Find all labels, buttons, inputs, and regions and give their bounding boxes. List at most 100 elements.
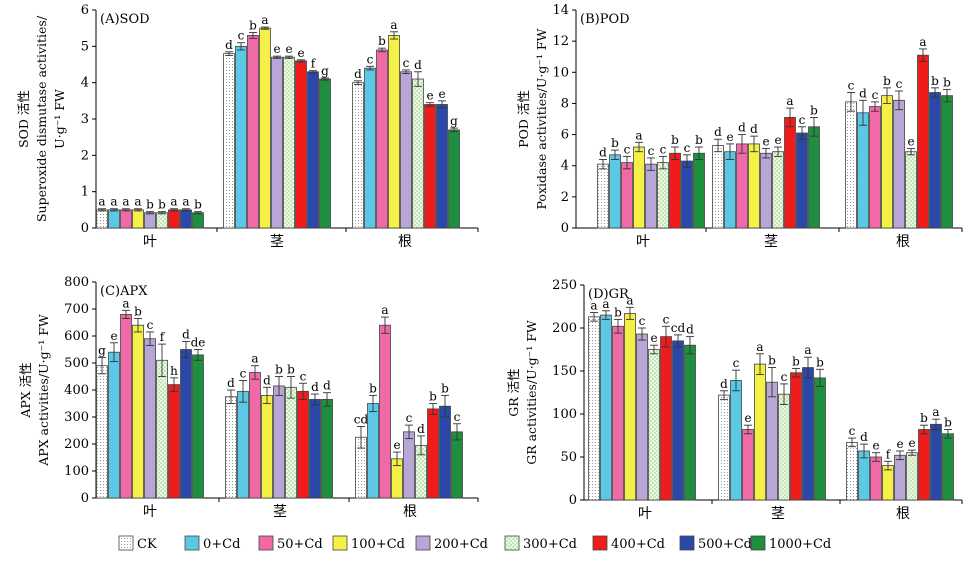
significance-letter: c — [684, 141, 691, 155]
y-tick-label: 12 — [552, 34, 569, 49]
significance-letter: a — [134, 195, 141, 209]
legend-label: 1000+Cd — [769, 537, 831, 552]
panel-title: (D)GR — [588, 287, 630, 302]
significance-letter: a — [590, 299, 597, 313]
significance-letter: d — [182, 327, 190, 341]
legend-swatch — [592, 535, 608, 551]
bar — [724, 151, 736, 229]
panel-title: (C)APX — [100, 284, 148, 299]
bar — [712, 145, 724, 229]
bar — [941, 95, 953, 229]
significance-letter: c — [406, 411, 413, 425]
y-tick-label: 150 — [552, 364, 577, 379]
category-label: 茎 — [273, 504, 287, 520]
bar — [108, 209, 120, 229]
category-label: 叶 — [638, 506, 652, 522]
significance-letter: e — [285, 42, 292, 56]
y-axis-label: APX 活性 — [18, 362, 33, 418]
significance-letter: d — [227, 376, 235, 390]
significance-letter: c — [624, 142, 631, 156]
bar — [609, 154, 621, 229]
significance-letter: d — [417, 422, 425, 436]
bar — [295, 60, 307, 229]
significance-letter: c — [660, 142, 667, 156]
bar — [132, 324, 144, 499]
y-tick-label: 0 — [81, 491, 89, 506]
bar — [319, 78, 331, 229]
bar — [309, 399, 321, 499]
significance-letter: b — [943, 75, 951, 89]
legend-item: 0+Cd — [184, 535, 240, 552]
significance-letter: c — [781, 370, 788, 384]
category-label: 叶 — [143, 234, 157, 250]
y-tick-label: 10 — [552, 65, 569, 80]
significance-letter: e — [426, 89, 433, 103]
bar — [917, 54, 929, 229]
bar — [772, 151, 784, 229]
bar — [144, 338, 156, 499]
bar — [448, 129, 460, 229]
significance-letter: f — [886, 447, 892, 461]
significance-letter: c — [849, 424, 856, 438]
legend-swatch — [750, 535, 766, 551]
significance-letter: cd — [671, 321, 686, 335]
significance-letter: a — [390, 18, 397, 32]
y-tick-label: 2 — [561, 190, 569, 205]
bar — [321, 399, 333, 499]
significance-letter: a — [261, 13, 268, 27]
chart-panel: 0 50 100 150 200 250 (D)GR GR 活性 GR activities/U… — [506, 278, 963, 522]
significance-letter: a — [251, 352, 258, 366]
significance-letter: c — [454, 410, 461, 424]
bar — [754, 363, 766, 501]
bar — [247, 35, 259, 229]
y-tick-label: 14 — [552, 3, 569, 18]
significance-letter: d — [714, 125, 722, 139]
legend-label: 500+Cd — [698, 537, 752, 552]
significance-letter: c — [639, 314, 646, 328]
bar — [624, 312, 636, 501]
bar — [930, 423, 942, 501]
y-tick-label: 300 — [64, 410, 89, 425]
bar — [168, 384, 180, 499]
bar — [424, 104, 436, 229]
bar — [808, 126, 820, 229]
bar — [108, 351, 120, 499]
bar — [857, 112, 869, 229]
legend-item: 500+Cd — [679, 535, 752, 552]
significance-letter: b — [249, 19, 257, 33]
category-label: 根 — [896, 234, 910, 250]
bar — [412, 78, 424, 229]
bar — [96, 365, 108, 499]
y-axis-label: GR 活性 — [506, 368, 521, 416]
significance-letter: c — [648, 144, 655, 158]
bar — [180, 209, 192, 229]
significance-letter: c — [872, 88, 879, 102]
y-tick-label: 1 — [81, 185, 89, 200]
bar — [905, 151, 917, 229]
bar — [132, 209, 144, 229]
y-tick-label: 250 — [552, 278, 577, 293]
significance-letter: g — [321, 64, 329, 78]
significance-letter: e — [744, 411, 751, 425]
bar — [597, 163, 609, 229]
significance-letter: a — [602, 297, 609, 311]
significance-letter: d — [860, 430, 868, 444]
significance-letter: d — [225, 38, 233, 52]
bar — [403, 431, 415, 499]
significance-letter: b — [146, 198, 154, 212]
legend-swatch — [679, 535, 695, 551]
bar — [790, 372, 802, 501]
legend-item: 400+Cd — [592, 535, 665, 552]
significance-letter: c — [848, 79, 855, 93]
y-tick-label: 800 — [64, 275, 89, 290]
y-tick-label: 4 — [81, 76, 89, 91]
significance-letter: b — [378, 34, 386, 48]
significance-letter: e — [908, 436, 915, 450]
significance-letter: b — [792, 354, 800, 368]
y-tick-label: 8 — [561, 96, 569, 111]
bar — [156, 359, 168, 499]
significance-letter: e — [297, 46, 304, 60]
y-tick-label: 6 — [561, 128, 569, 143]
significance-letter: e — [110, 329, 117, 343]
significance-letter: b — [931, 74, 939, 88]
